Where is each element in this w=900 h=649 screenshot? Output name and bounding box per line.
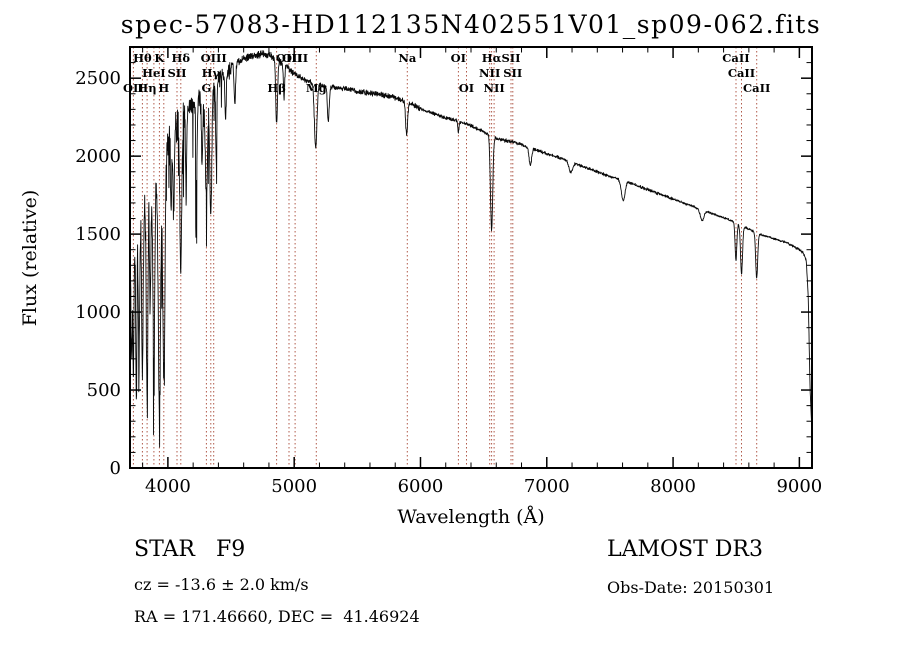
y-tick-label: 1000 bbox=[75, 302, 121, 323]
y-tick-label: 0 bbox=[110, 458, 121, 479]
spectral-line-label: Hβ bbox=[267, 81, 286, 95]
x-tick-label: 8000 bbox=[650, 476, 696, 497]
y-tick-label: 1500 bbox=[75, 224, 121, 245]
spectral-line-label: OII bbox=[123, 81, 144, 95]
coordinates-label: RA = 171.46660, DEC = 41.46924 bbox=[134, 607, 420, 626]
spectral-line-label: OIII bbox=[282, 51, 308, 65]
radial-velocity-label: cz = -13.6 ± 2.0 km/s bbox=[134, 575, 309, 594]
x-tick-label: 4000 bbox=[145, 476, 191, 497]
spectral-line-label: NII bbox=[483, 81, 504, 95]
spectral-line-label: CaII bbox=[722, 51, 749, 65]
y-tick-label: 500 bbox=[87, 380, 121, 401]
x-tick-label: 7000 bbox=[524, 476, 570, 497]
spectral-line-label: Hα bbox=[482, 51, 502, 65]
spectral-line-label: Hθ bbox=[133, 51, 152, 65]
spectral-line-label: Mg bbox=[306, 81, 327, 95]
y-tick-label: 2500 bbox=[75, 68, 121, 89]
spectral-line-label: Hγ bbox=[202, 66, 221, 80]
x-axis-label: Wavelength (Å) bbox=[397, 506, 545, 528]
spectral-line-label: OI bbox=[459, 81, 474, 95]
obs-date-label: Obs-Date: 20150301 bbox=[607, 578, 775, 597]
spectral-line-label: OIII bbox=[276, 51, 302, 65]
spectral-line-label: NII bbox=[479, 66, 500, 80]
x-tick-label: 5000 bbox=[271, 476, 317, 497]
spectral-line-label: SII bbox=[503, 66, 522, 80]
survey-release-label: LAMOST DR3 bbox=[607, 537, 763, 562]
spectral-line-label: CaII bbox=[743, 81, 770, 95]
x-tick-label: 6000 bbox=[398, 476, 444, 497]
y-axis-label: Flux (relative) bbox=[19, 189, 41, 327]
spectrum-trace bbox=[129, 50, 813, 448]
spectral-line-label: Hη bbox=[137, 81, 156, 95]
plot-title: spec-57083-HD112135N402551V01_sp09-062.f… bbox=[120, 10, 822, 39]
spectral-line-label: CaII bbox=[728, 66, 755, 80]
spectral-line-label: Hδ bbox=[171, 51, 190, 65]
spectral-line-label: H bbox=[158, 81, 169, 95]
spectral-line-label: HeI bbox=[142, 66, 166, 80]
spectral-line-label: SII bbox=[167, 66, 186, 80]
spectral-line-label: G bbox=[201, 81, 211, 95]
plot-frame bbox=[129, 46, 813, 469]
spectral-line-label: K bbox=[154, 51, 165, 65]
spectral-line-label: Na bbox=[398, 51, 417, 65]
x-tick-label: 9000 bbox=[776, 476, 822, 497]
y-tick-label: 2000 bbox=[75, 146, 121, 167]
spectral-line-label: SII bbox=[501, 51, 520, 65]
classification-label: STAR F9 bbox=[134, 537, 246, 562]
spectral-line-label: OI bbox=[451, 51, 466, 65]
spectral-line-label: OIII bbox=[201, 51, 227, 65]
